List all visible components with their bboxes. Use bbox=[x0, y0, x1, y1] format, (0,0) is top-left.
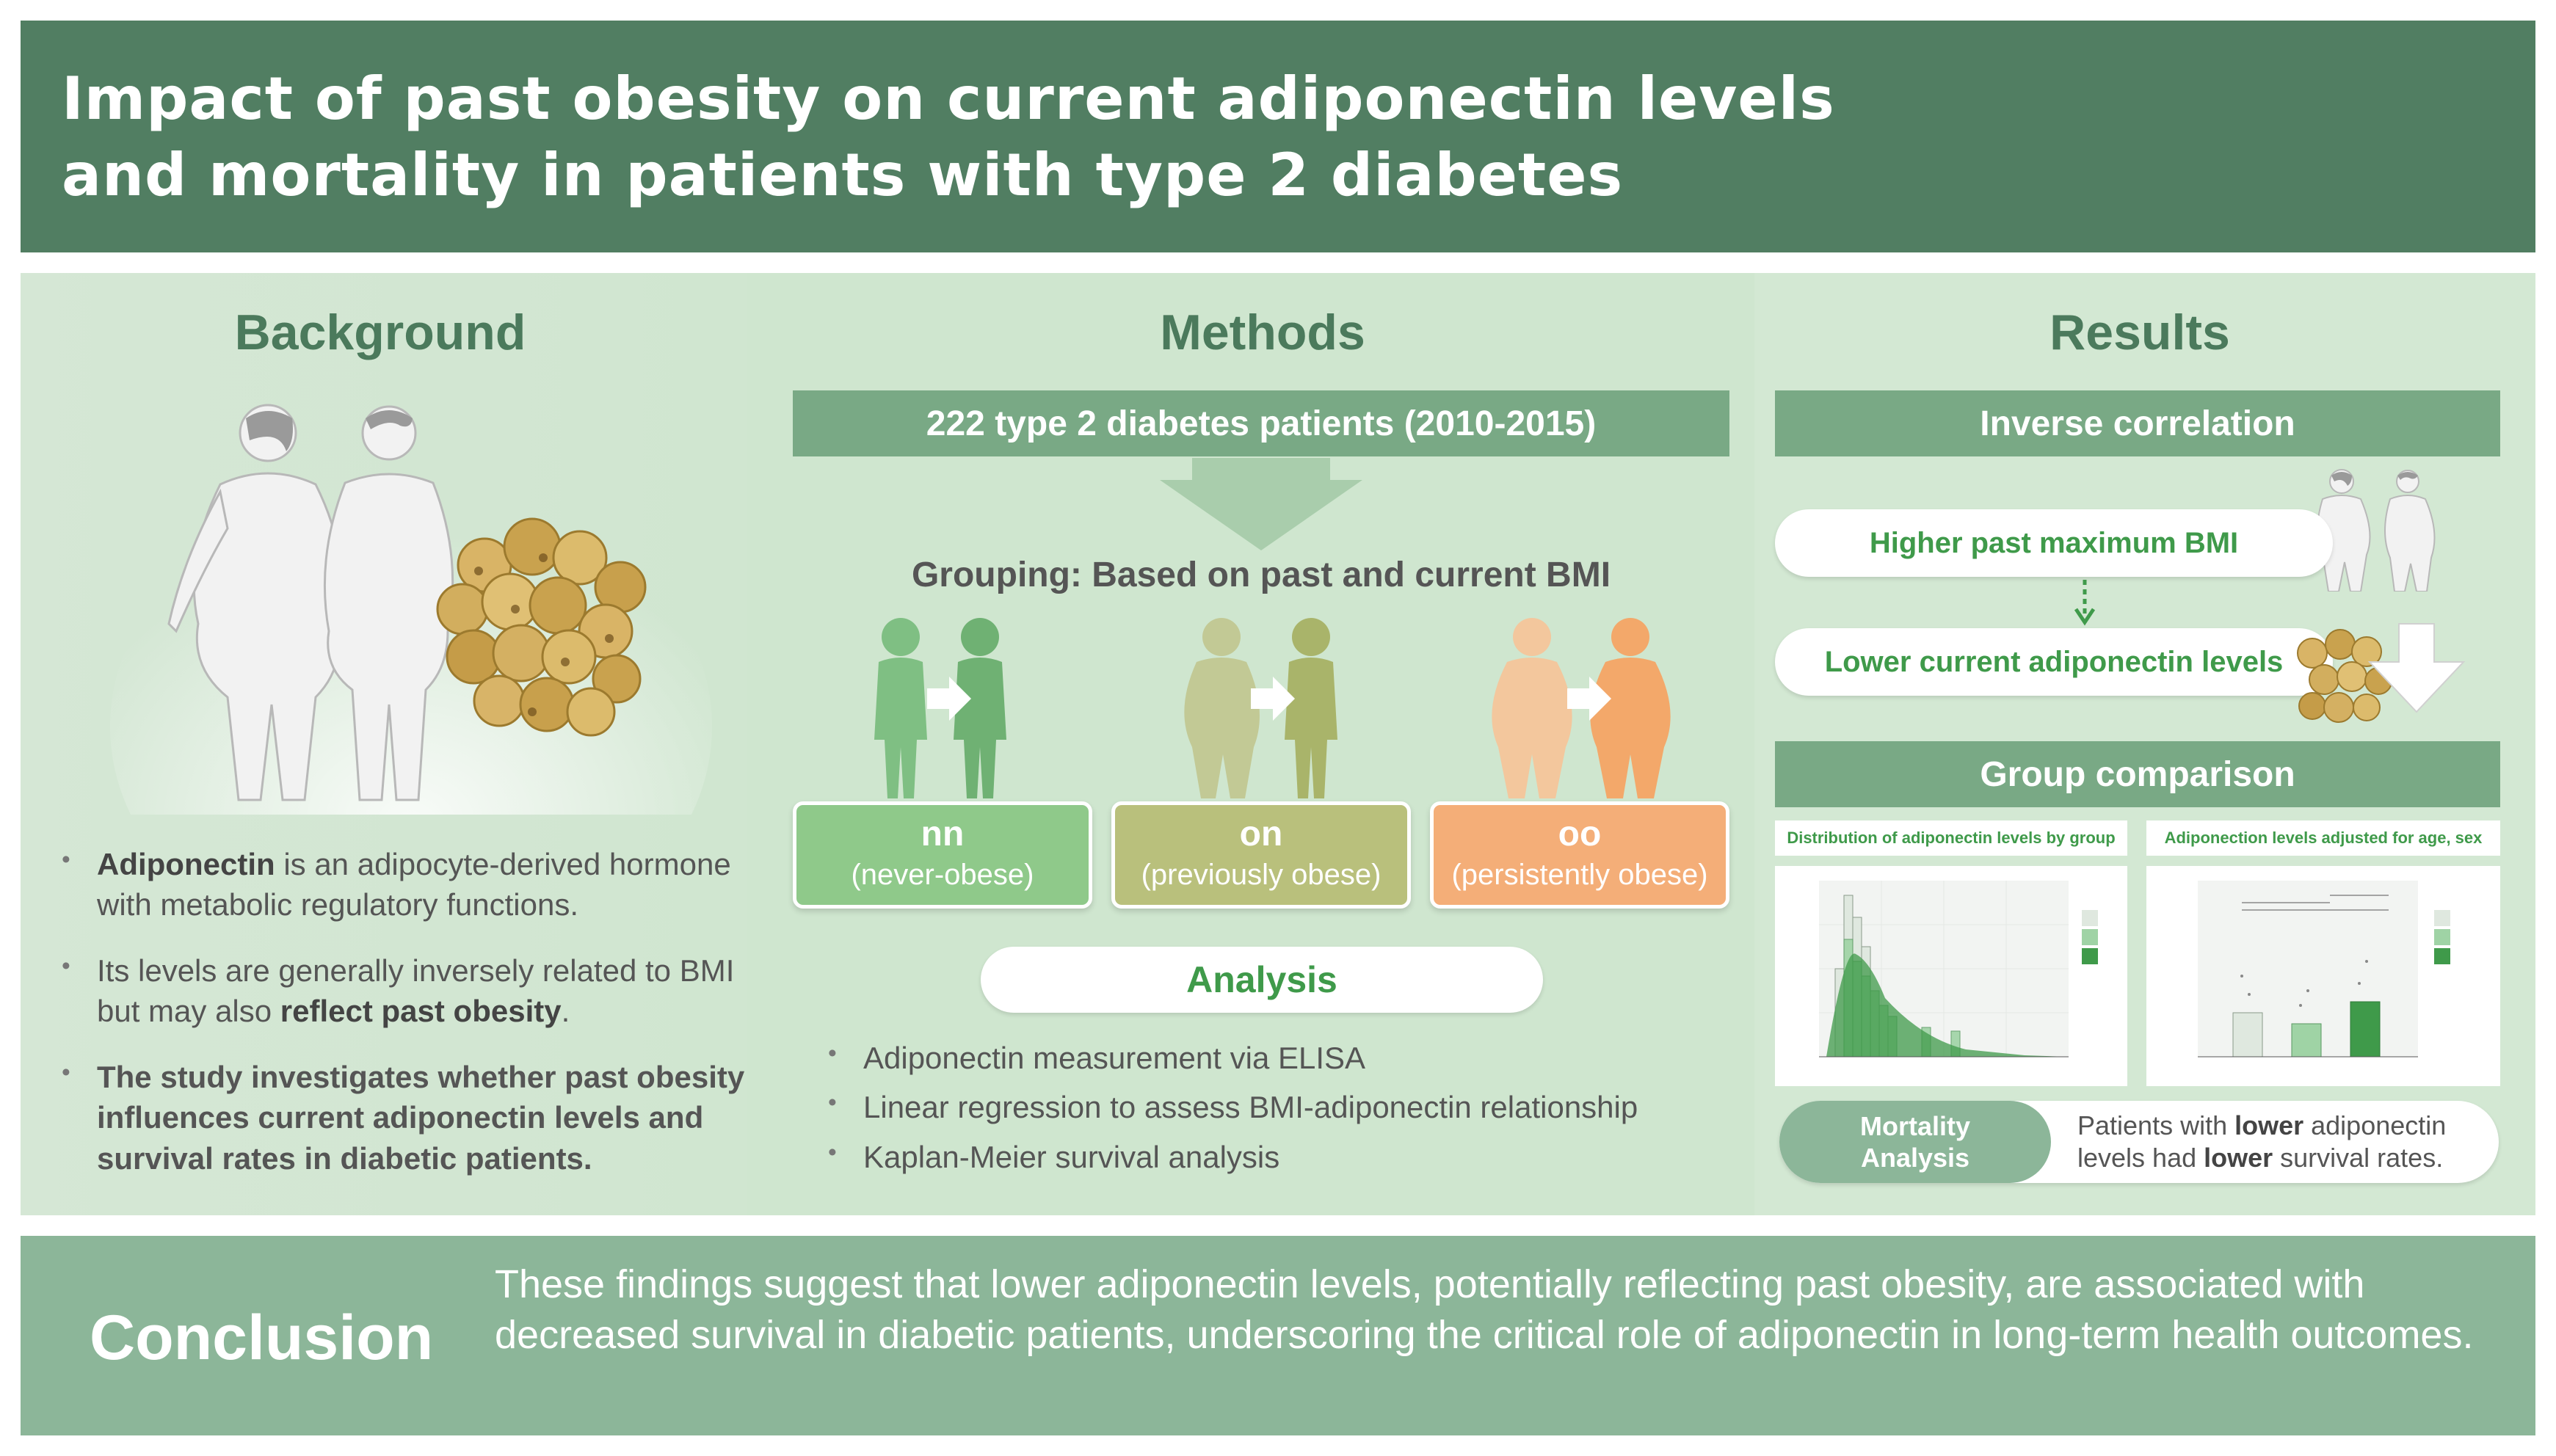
group-desc-oo: (persistently obese) bbox=[1451, 859, 1708, 891]
group-code-on: on bbox=[1239, 815, 1283, 853]
conclusion-label: Conclusion bbox=[90, 1303, 434, 1373]
analysis-item-2: Linear regression to assess BMI-adiponec… bbox=[825, 1087, 1735, 1127]
nn-group-figures bbox=[874, 618, 1006, 798]
background-bullet-3: The study investigates whether past obes… bbox=[59, 1057, 763, 1179]
oo-group-figures bbox=[1492, 618, 1671, 798]
group-code-oo: oo bbox=[1558, 815, 1602, 853]
analysis-item-1: Adiponectin measurement via ELISA bbox=[825, 1038, 1735, 1078]
mortality-label-line-1: Mortality bbox=[1859, 1110, 1970, 1141]
title-line-1: Impact of past obesity on current adipon… bbox=[62, 65, 1835, 133]
small-people-illustration bbox=[2317, 469, 2436, 592]
bullet-2-text: Its levels are generally inversely relat… bbox=[97, 953, 735, 1029]
analysis-item-3: Kaplan-Meier survival analysis bbox=[825, 1137, 1735, 1177]
on-group-figures bbox=[1184, 618, 1337, 798]
higher-bmi-pill: Higher past maximum BMI bbox=[1775, 509, 2333, 577]
mortality-label-line-2: Analysis bbox=[1860, 1143, 1970, 1173]
conclusion-text: These findings suggest that lower adipon… bbox=[495, 1262, 2474, 1358]
results-heading: Results bbox=[2049, 305, 2230, 360]
title-line-2: and mortality in patients with type 2 di… bbox=[62, 141, 1624, 209]
grouping-label: Grouping: Based on past and current BMI bbox=[911, 556, 1611, 594]
chart1-title: Distribution of adiponectin levels by gr… bbox=[1775, 820, 2127, 856]
adjusted-adiponectin-chart bbox=[2146, 866, 2500, 1086]
group-box-on: on (previously obese) bbox=[1111, 801, 1411, 909]
bullet-1-text: is an adipocyte-derived hormone with met… bbox=[97, 847, 731, 922]
conclusion-band bbox=[21, 1236, 2535, 1435]
fat-cells-down-arrow-icon bbox=[2297, 623, 2466, 723]
group-box-oo: oo (persistently obese) bbox=[1430, 801, 1729, 909]
group-desc-nn: (never-obese) bbox=[851, 859, 1034, 891]
mortality-label: Mortality Analysis bbox=[1779, 1101, 2051, 1183]
group-comparison-bar: Group comparison bbox=[1775, 741, 2500, 807]
down-arrow-icon bbox=[1160, 458, 1362, 550]
background-heading: Background bbox=[234, 305, 526, 360]
background-bullet-2: Its levels are generally inversely relat… bbox=[59, 950, 763, 1032]
bullet-3-bold: The study investigates whether past obes… bbox=[97, 1059, 745, 1176]
mortality-text-1: Patients with bbox=[2077, 1110, 2235, 1140]
title-banner bbox=[21, 21, 2535, 252]
group-desc-on: (previously obese) bbox=[1141, 859, 1382, 891]
analysis-list: Adiponectin measurement via ELISA Linear… bbox=[825, 1038, 1735, 1177]
methods-heading: Methods bbox=[1160, 305, 1365, 360]
group-box-nn: nn (never-obese) bbox=[793, 801, 1092, 909]
adiponectin-distribution-chart bbox=[1775, 866, 2127, 1086]
mortality-text: Patients with lower adiponectin levels h… bbox=[2077, 1110, 2488, 1174]
mortality-bold-2: lower bbox=[2204, 1142, 2273, 1173]
inverse-correlation-bar: Inverse correlation bbox=[1775, 390, 2500, 456]
background-bullets: Adiponectin is an adipocyte-derived horm… bbox=[59, 844, 763, 1179]
mortality-text-3: survival rates. bbox=[2273, 1142, 2444, 1173]
group-code-nn: nn bbox=[921, 815, 965, 853]
mortality-bold-1: lower bbox=[2234, 1110, 2304, 1140]
chart2-title: Adiponection levels adjusted for age, se… bbox=[2146, 820, 2500, 856]
bullet-2-bold: reflect past obesity bbox=[280, 994, 562, 1029]
cohort-bar: 222 type 2 diabetes patients (2010-2015) bbox=[793, 390, 1729, 456]
mortality-text-2: adiponectin levels had bbox=[2077, 1110, 2447, 1173]
dotted-down-arrow-icon bbox=[2074, 580, 2096, 626]
bullet-1-bold: Adiponectin bbox=[97, 847, 275, 881]
obese-couple-illustration bbox=[110, 404, 712, 815]
analysis-pill: Analysis bbox=[981, 947, 1543, 1013]
lower-adiponectin-pill: Lower current adiponectin levels bbox=[1775, 628, 2333, 696]
bullet-2-end: . bbox=[561, 994, 570, 1029]
background-bullet-1: Adiponectin is an adipocyte-derived horm… bbox=[59, 844, 763, 925]
